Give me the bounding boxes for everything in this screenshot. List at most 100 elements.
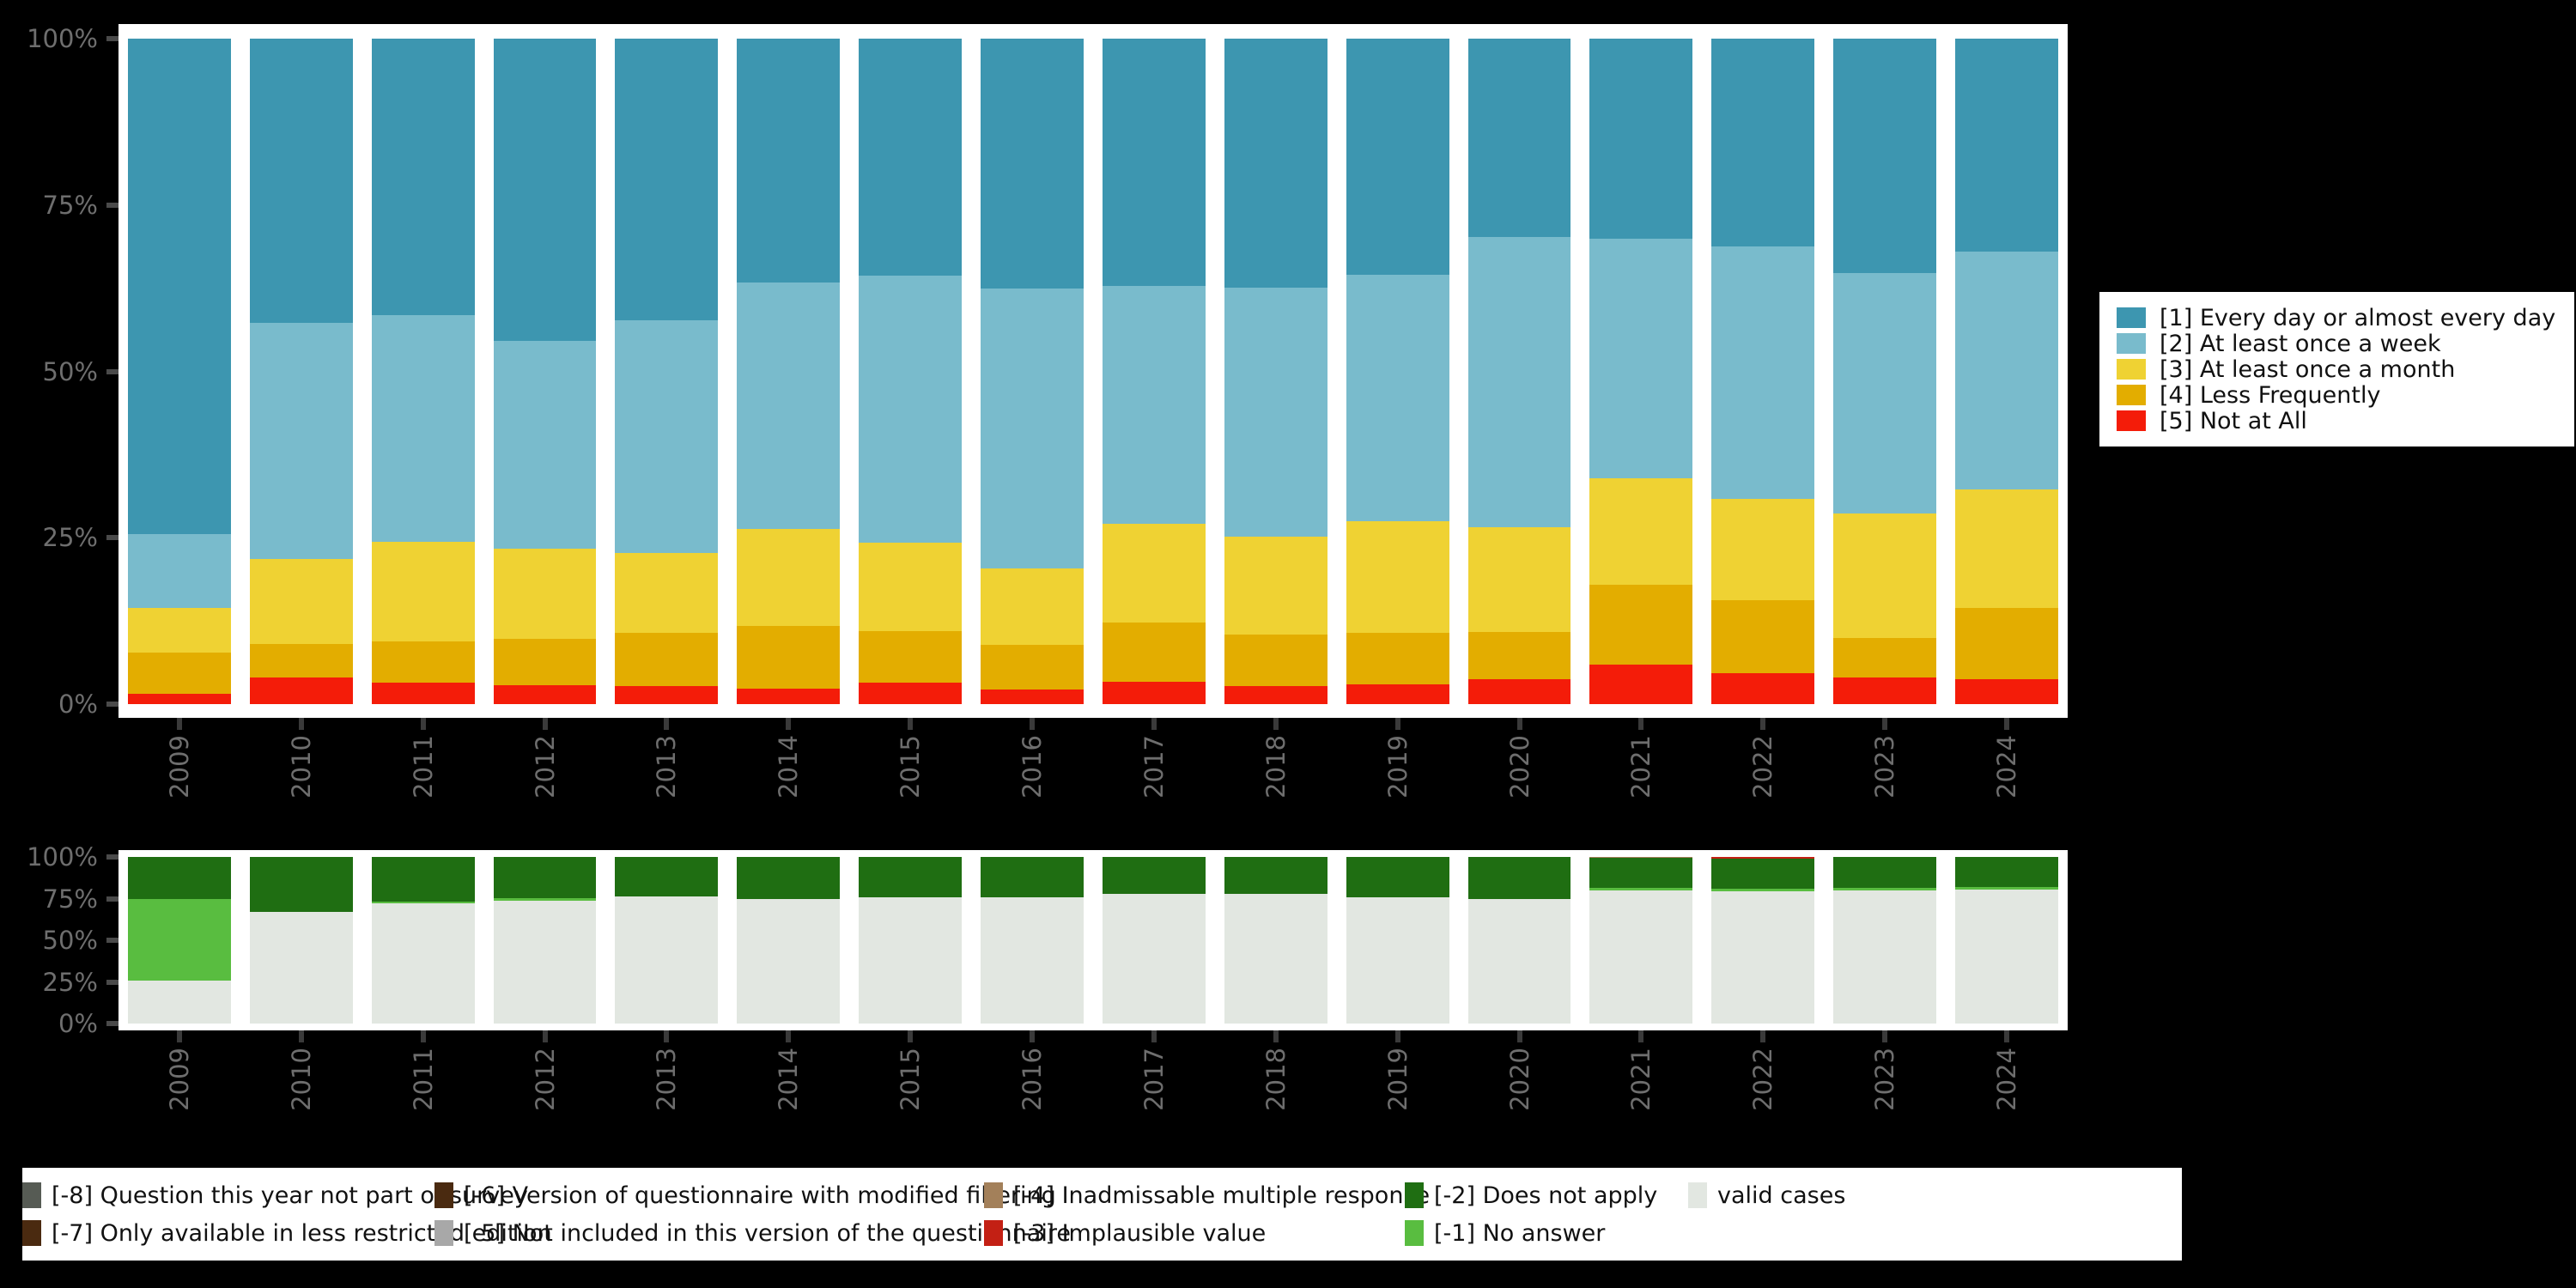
legend-item[interactable]: [5] Not at All	[2099, 408, 2574, 434]
bar-segment	[981, 896, 1084, 1024]
case-chart-y-axis: 0% 25% 50% 75% 100%	[0, 842, 118, 1038]
bar-segment	[249, 912, 353, 1024]
bar-segment	[493, 685, 597, 704]
legend-item[interactable]: [-5] Not included in this version of the…	[434, 1220, 1071, 1247]
legend-item[interactable]: [1] Every day or almost every day	[2099, 305, 2574, 331]
bar-segment	[981, 568, 1084, 646]
bar-segment	[1955, 857, 2058, 887]
bar-column	[1955, 857, 2058, 1024]
bar-column	[737, 857, 841, 1024]
x-axis-tick-mark	[908, 718, 914, 730]
bar-segment	[615, 633, 719, 687]
x-axis-tick-mark	[1760, 718, 1766, 730]
y-axis-tick-mark	[106, 535, 118, 541]
legend-item[interactable]: [4] Less Frequently	[2099, 382, 2574, 409]
x-axis-tick-mark	[1394, 1030, 1400, 1042]
legend-item[interactable]: [-6] Version of questionnaire with modif…	[434, 1182, 1056, 1209]
legend-item[interactable]: [-3] Implausible value	[984, 1220, 1405, 1247]
x-axis-tick-mark	[298, 1030, 304, 1042]
bar-segment	[615, 896, 719, 1024]
bar-segment	[1711, 890, 1815, 1024]
bar-segment	[371, 857, 475, 902]
bar-segment	[1833, 857, 1937, 888]
bar-segment	[1102, 622, 1206, 683]
bar-segment	[981, 689, 1084, 704]
bar-column	[371, 857, 475, 1024]
bar-segment	[1224, 857, 1327, 894]
bar-segment	[371, 903, 475, 1024]
legend-item[interactable]: [-7] Only available in less restricted e…	[22, 1220, 552, 1247]
bar-segment	[1224, 536, 1327, 635]
bar-segment	[737, 39, 841, 283]
legend-item[interactable]: [3] At least once a month	[2099, 356, 2574, 383]
bar-segment	[737, 857, 841, 899]
bar-segment	[1955, 252, 2058, 490]
bar-column	[493, 857, 597, 1024]
bar-segment	[1467, 526, 1571, 633]
bar-segment	[737, 898, 841, 1024]
x-axis-tick-mark	[420, 1030, 426, 1042]
y-axis-tick-mark	[106, 1021, 118, 1026]
bar-column	[1102, 39, 1206, 704]
bar-segment	[1955, 886, 2058, 890]
x-axis-tick-label: 2024	[1992, 1048, 2022, 1111]
case-chart-plot-area	[118, 850, 2068, 1030]
bar-segment	[1711, 858, 1815, 889]
x-axis-tick-label: 2013	[652, 735, 682, 799]
bar-column	[371, 39, 475, 704]
bar-segment	[737, 529, 841, 626]
legend-item[interactable]: [-1] No answer	[1405, 1220, 1688, 1247]
bar-segment	[1589, 857, 1693, 859]
legend-item-label: [-1] No answer	[1434, 1219, 1606, 1247]
legend-swatch-icon	[2117, 307, 2146, 328]
y-axis-tick-mark	[106, 202, 118, 208]
bar-column	[981, 857, 1084, 1024]
bar-segment	[615, 319, 719, 554]
bar-segment	[859, 896, 963, 1024]
x-axis-tick-label: 2014	[774, 735, 804, 799]
bar-column	[249, 857, 353, 1024]
legend-item[interactable]: valid cases	[1688, 1182, 1911, 1209]
bar-column	[127, 39, 231, 704]
bar-segment	[1589, 239, 1693, 478]
x-axis-tick-mark	[1394, 718, 1400, 730]
x-axis-tick-mark	[2004, 1030, 2010, 1042]
x-axis-tick-label: 2011	[408, 1048, 438, 1111]
legend-item[interactable]: [2] At least once a week	[2099, 331, 2574, 357]
bar-segment	[981, 39, 1084, 289]
bar-segment	[371, 641, 475, 683]
x-axis-tick-mark	[908, 1030, 914, 1042]
bar-segment	[1467, 632, 1571, 679]
bar-segment	[615, 553, 719, 634]
x-axis-tick-label: 2019	[1382, 1048, 1413, 1111]
x-axis-tick-mark	[1273, 1030, 1279, 1042]
x-axis-tick-label: 2018	[1261, 735, 1291, 799]
bar-segment	[1955, 608, 2058, 679]
x-axis-tick-label: 2016	[1018, 735, 1048, 799]
bar-segment	[1346, 39, 1449, 276]
y-axis-tick-label: 75%	[42, 884, 98, 914]
legend-item[interactable]: [-4] Inadmissable multiple response	[984, 1182, 1430, 1209]
bar-segment	[1467, 39, 1571, 237]
bar-segment	[1346, 275, 1449, 521]
bar-segment	[737, 689, 841, 704]
bar-segment	[1346, 520, 1449, 634]
bar-column	[1467, 39, 1571, 704]
y-axis-tick-label: 50%	[42, 926, 98, 955]
x-axis-tick-label: 2009	[164, 735, 194, 799]
bar-column	[1589, 39, 1693, 704]
x-axis-tick-label: 2009	[164, 1048, 194, 1111]
legend-item-label: [1] Every day or almost every day	[2160, 304, 2556, 331]
x-axis-tick-mark	[1882, 718, 1888, 730]
x-axis-tick-mark	[1516, 1030, 1522, 1042]
bar-column	[859, 857, 963, 1024]
legend-item[interactable]: [-2] Does not apply	[1405, 1182, 1688, 1209]
main-chart-legend: [1] Every day or almost every day [2] At …	[2099, 292, 2574, 447]
bar-segment	[1589, 664, 1693, 704]
x-axis-tick-mark	[176, 1030, 182, 1042]
legend-item[interactable]: [-8] Question this year not part of surv…	[22, 1182, 528, 1209]
legend-row: [-8] Question this year not part of surv…	[22, 1176, 2182, 1214]
y-axis-tick-mark	[106, 702, 118, 707]
bar-column	[249, 39, 353, 704]
bar-segment	[493, 901, 597, 1024]
